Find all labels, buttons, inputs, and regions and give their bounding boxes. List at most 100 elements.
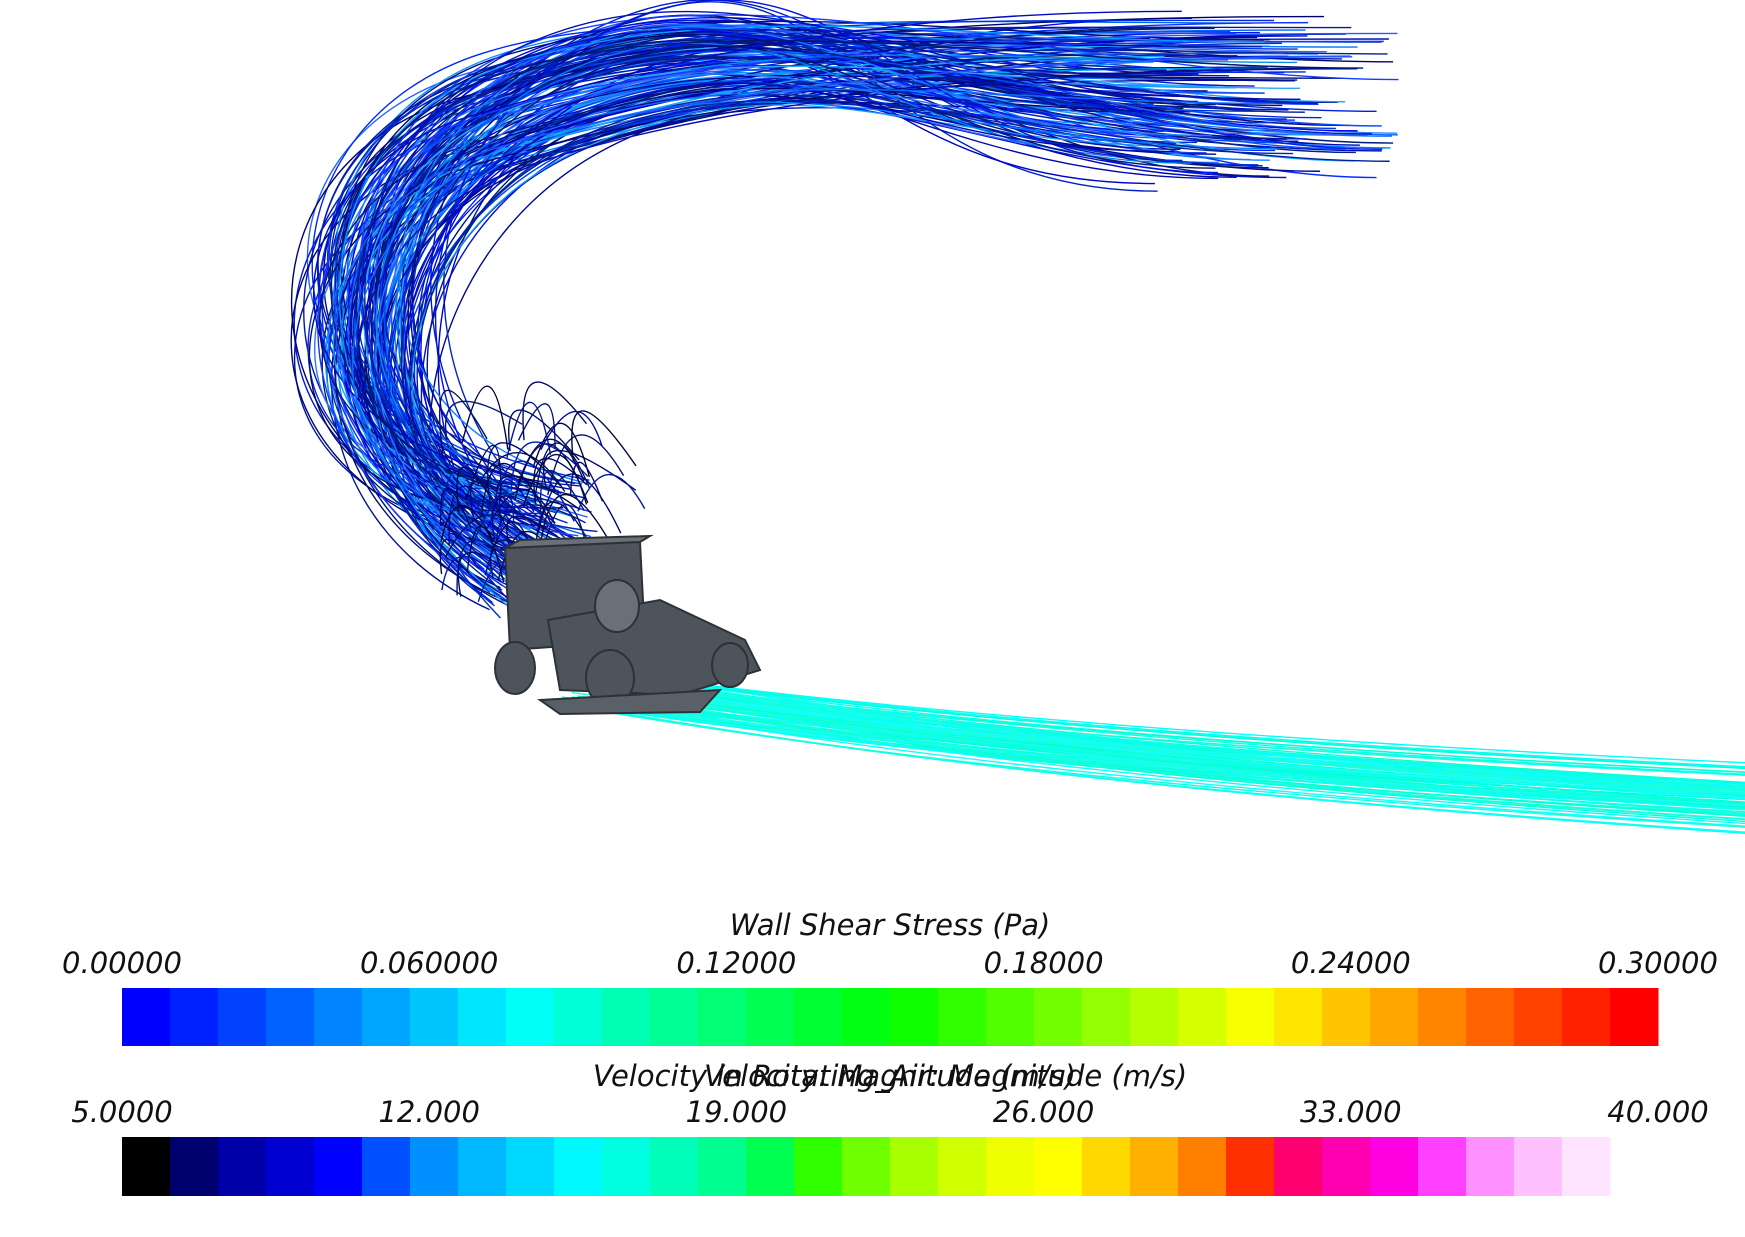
color-bar — [122, 1137, 1611, 1196]
streamline — [319, 27, 1215, 488]
streamlines — [290, 0, 1745, 834]
streamline — [312, 10, 1182, 487]
streamline — [368, 26, 1180, 570]
streamline — [605, 672, 1745, 770]
color-swatch — [170, 988, 219, 1046]
color-swatch — [506, 988, 555, 1046]
streamline — [403, 82, 1174, 521]
color-swatch — [506, 1137, 555, 1196]
color-swatch — [986, 1137, 1035, 1196]
streamline — [420, 56, 1358, 562]
streamline — [352, 88, 1275, 522]
color-swatch — [314, 1137, 363, 1196]
streamline — [357, 40, 1162, 590]
color-swatch — [458, 1137, 507, 1196]
legend-tick-label: 5.0000 — [71, 1095, 172, 1129]
streamline — [456, 466, 505, 521]
streamline — [317, 40, 1384, 612]
color-bar — [122, 988, 1659, 1046]
legend-tick-label: 0.00000 — [62, 946, 182, 980]
streamline — [600, 702, 1745, 827]
streamline — [534, 501, 599, 560]
streamline — [400, 45, 1216, 525]
streamline — [571, 410, 637, 467]
color-swatch — [842, 1137, 891, 1196]
streamline — [350, 61, 1296, 499]
streamline — [491, 495, 556, 540]
streamline — [480, 462, 552, 525]
streamline — [571, 696, 1745, 814]
color-swatch — [842, 988, 891, 1046]
streamline — [466, 525, 505, 583]
legend-title: Wall Shear Stress (Pa) — [730, 908, 1051, 942]
color-swatch — [554, 1137, 603, 1196]
streamline — [410, 34, 1181, 537]
color-swatch — [746, 1137, 795, 1196]
streamline — [486, 489, 556, 529]
streamline — [517, 438, 585, 485]
color-swatch — [362, 1137, 411, 1196]
color-swatch — [650, 988, 699, 1046]
legend-tick-label: 12.000 — [378, 1095, 479, 1129]
color-swatch — [1082, 988, 1131, 1046]
legend-tick-label: 19.000 — [686, 1095, 787, 1129]
wall-shear-legend: Wall Shear Stress (Pa) 0.00000 0.060000 0.… — [62, 908, 1718, 1046]
color-swatch — [1130, 988, 1179, 1046]
color-swatch — [1274, 988, 1323, 1046]
color-swatch — [986, 988, 1035, 1046]
color-swatch — [1274, 1137, 1323, 1196]
color-swatch — [746, 988, 795, 1046]
color-swatch — [602, 988, 651, 1046]
color-swatch — [650, 1137, 699, 1196]
streamline — [375, 73, 1212, 577]
streamline — [533, 457, 588, 505]
streamline — [539, 469, 585, 513]
color-swatch — [1034, 1137, 1083, 1196]
streamline — [325, 67, 1259, 520]
color-swatch — [1226, 988, 1275, 1046]
color-swatch — [410, 988, 459, 1046]
color-swatch — [218, 988, 267, 1046]
color-swatch — [122, 988, 171, 1046]
streamline — [347, 32, 1398, 563]
streamline — [569, 461, 604, 502]
streamline — [340, 71, 1199, 499]
color-swatch — [362, 988, 411, 1046]
color-swatch — [1082, 1137, 1131, 1196]
color-swatch — [938, 988, 987, 1046]
streamline — [440, 469, 482, 516]
color-swatch — [1178, 1137, 1227, 1196]
streamline — [510, 441, 589, 491]
color-swatch — [1034, 988, 1083, 1046]
streamline — [445, 400, 523, 441]
legend-tick-label: 0.12000 — [676, 946, 796, 980]
streamline — [532, 422, 591, 478]
streamline — [330, 39, 1364, 489]
streamline — [335, 56, 1353, 537]
streamline — [612, 670, 1745, 788]
legend-title: Velocity: Magnitude (m/s) — [704, 1059, 1076, 1093]
color-swatch — [170, 1137, 219, 1196]
color-swatch — [1418, 1137, 1467, 1196]
color-swatch — [122, 1137, 171, 1196]
velocity-legend: Velocity in Rotating_Air: Magnitude (m/s… — [71, 1059, 1709, 1196]
color-swatch — [1418, 988, 1467, 1046]
streamline — [438, 389, 488, 453]
streamline — [407, 20, 1288, 555]
color-swatch — [890, 988, 939, 1046]
streamline — [585, 707, 1745, 828]
streamline — [540, 410, 603, 451]
streamline — [578, 688, 1745, 790]
streamline — [522, 381, 588, 441]
streamline — [355, 39, 1216, 508]
legend-tick-label: 0.18000 — [984, 946, 1104, 980]
color-swatch — [1514, 1137, 1563, 1196]
streamline — [333, 52, 1253, 608]
streamline — [399, 26, 1270, 485]
color-swatch — [1562, 1137, 1611, 1196]
streamline — [495, 503, 586, 543]
color-swatch — [698, 988, 747, 1046]
color-swatch — [266, 1137, 315, 1196]
